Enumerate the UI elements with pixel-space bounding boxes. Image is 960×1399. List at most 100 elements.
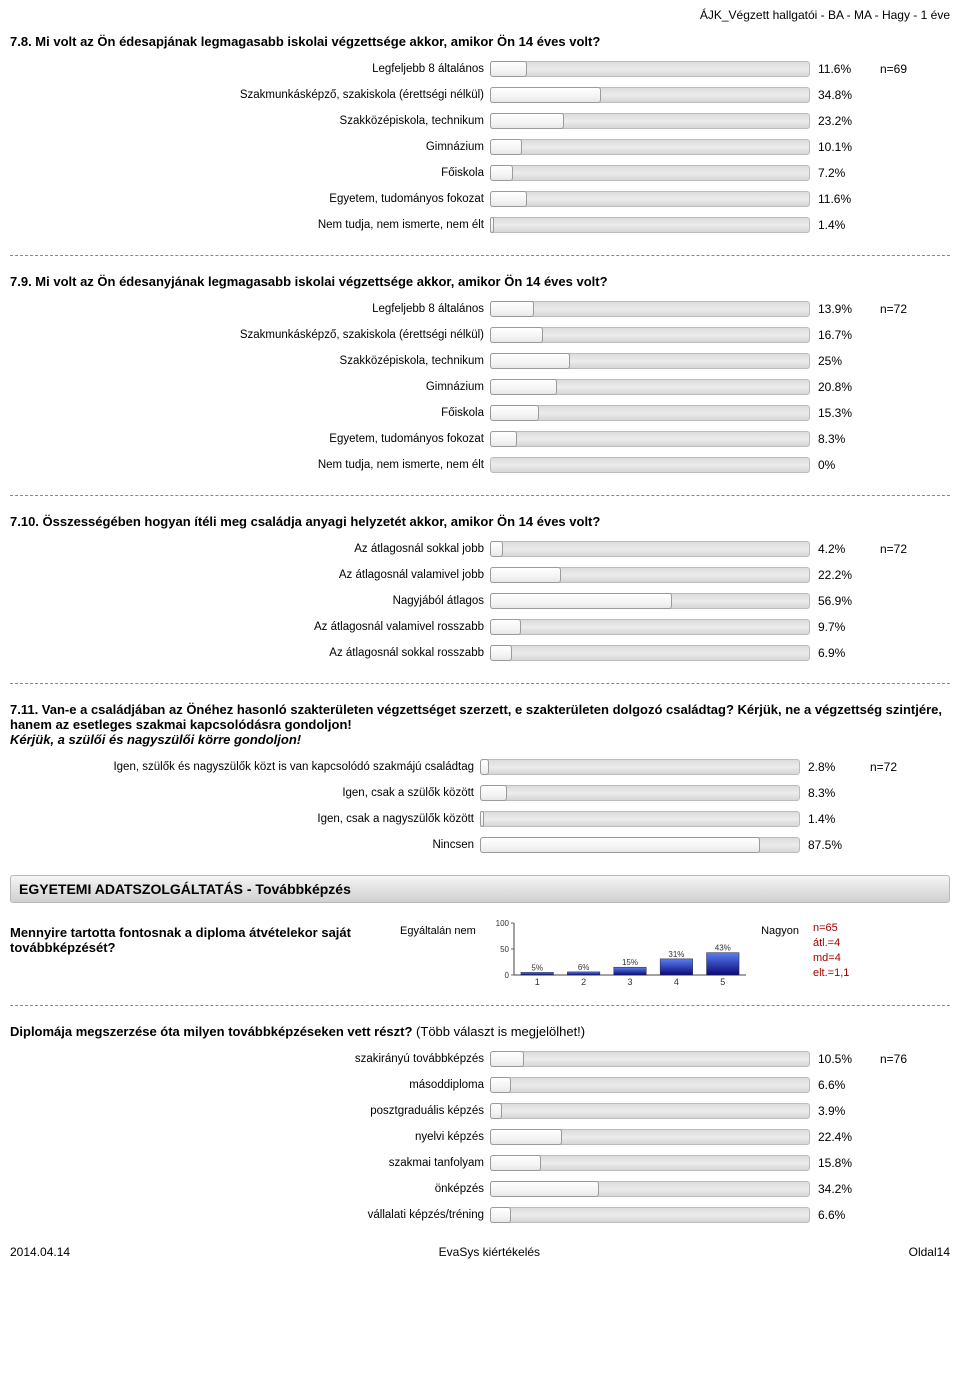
likert-right-label: Nagyon xyxy=(750,919,805,937)
svg-text:5: 5 xyxy=(720,977,725,987)
table-row: Szakközépiskola, technikum 25% xyxy=(10,349,950,373)
bar-track xyxy=(490,379,810,395)
row-label: Az átlagosnál valamivel rosszabb xyxy=(10,621,490,633)
separator xyxy=(10,1005,950,1006)
row-percent: 23.2% xyxy=(810,114,870,128)
row-percent: 56.9% xyxy=(810,594,870,608)
row-percent: 15.3% xyxy=(810,406,870,420)
bar-bg xyxy=(490,1077,810,1093)
row-label: posztgraduális képzés xyxy=(10,1105,490,1117)
bar-fill xyxy=(480,785,507,801)
svg-text:15%: 15% xyxy=(622,958,638,967)
svg-text:1: 1 xyxy=(535,977,540,987)
row-label: Nagyjából átlagos xyxy=(10,595,490,607)
bar-fill xyxy=(490,1207,511,1223)
row-label: Igen, csak a nagyszülők között xyxy=(10,813,480,825)
footer-left: 2014.04.14 xyxy=(10,1245,70,1259)
row-label: Gimnázium xyxy=(10,381,490,393)
row-label: Egyetem, tudományos fokozat xyxy=(10,193,490,205)
svg-text:0: 0 xyxy=(505,971,510,980)
table-row: Az átlagosnál sokkal jobb4.2%n=72 xyxy=(10,537,950,561)
row-percent: 9.7% xyxy=(810,620,870,634)
bar-track xyxy=(490,1155,810,1171)
table-row: Igen, csak a szülők között8.3% xyxy=(10,781,950,805)
table-row: szakmai tanfolyam15.8% xyxy=(10,1151,950,1175)
row-n: n=72 xyxy=(870,542,930,556)
bar-track xyxy=(490,87,810,103)
table-row: Szakmunkásképző, szakiskola (érettségi n… xyxy=(10,323,950,347)
row-label: Szakközépiskola, technikum xyxy=(10,115,490,127)
bar-track xyxy=(490,431,810,447)
bar-track xyxy=(490,217,810,233)
svg-text:31%: 31% xyxy=(668,950,684,959)
bar-fill xyxy=(490,1181,599,1197)
bar-track xyxy=(490,593,810,609)
likert-text: Mennyire tartotta fontosnak a diploma át… xyxy=(10,919,400,955)
bar-track xyxy=(490,301,810,317)
row-label: másoddiploma xyxy=(10,1079,490,1091)
bar-track xyxy=(490,113,810,129)
row-percent: 2.8% xyxy=(800,760,860,774)
bar-track xyxy=(480,837,800,853)
bar-fill xyxy=(480,759,489,775)
row-percent: 25% xyxy=(810,354,870,368)
table-row: önképzés34.2% xyxy=(10,1177,950,1201)
bar-fill xyxy=(480,811,484,827)
row-percent: 16.7% xyxy=(810,328,870,342)
table-row: posztgraduális képzés 3.9% xyxy=(10,1099,950,1123)
row-n: n=76 xyxy=(870,1052,930,1066)
row-percent: 6.6% xyxy=(810,1208,870,1222)
likert-mean: átl.=4 xyxy=(813,936,885,951)
q78-title: 7.8. Mi volt az Ön édesapjának legmagasa… xyxy=(10,34,950,49)
row-percent: 13.9% xyxy=(810,302,870,316)
row-percent: 8.3% xyxy=(800,786,860,800)
bar-track xyxy=(490,619,810,635)
bar-fill xyxy=(490,405,539,421)
row-label: nyelvi képzés xyxy=(10,1131,490,1143)
row-percent: 34.2% xyxy=(810,1182,870,1196)
likert-question: Mennyire tartotta fontosnak a diploma át… xyxy=(10,919,950,989)
bar-fill xyxy=(480,837,760,853)
row-n: n=72 xyxy=(870,302,930,316)
table-row: Nagyjából átlagos 56.9% xyxy=(10,589,950,613)
bar-fill xyxy=(490,1155,541,1171)
row-percent: 3.9% xyxy=(810,1104,870,1118)
likert-stats: n=65 átl.=4 md=4 elt.=1,1 xyxy=(805,919,885,980)
bar-bg xyxy=(490,1207,810,1223)
bar-fill xyxy=(490,619,521,635)
bar-bg xyxy=(490,619,810,635)
row-label: Szakmunkásképző, szakiskola (érettségi n… xyxy=(10,89,490,101)
qdipl-title: Diplomája megszerzése óta milyen továbbk… xyxy=(10,1024,950,1039)
separator xyxy=(10,683,950,684)
table-row: Nem tudja, nem ismerte, nem élt1.4% xyxy=(10,213,950,237)
row-label: Az átlagosnál sokkal rosszabb xyxy=(10,647,490,659)
q710-title: 7.10. Összességében hogyan ítéli meg csa… xyxy=(10,514,950,529)
row-label: Szakközépiskola, technikum xyxy=(10,355,490,367)
row-label: vállalati képzés/tréning xyxy=(10,1209,490,1221)
row-label: Főiskola xyxy=(10,167,490,179)
row-label: Nem tudja, nem ismerte, nem élt xyxy=(10,459,490,471)
bar-bg xyxy=(490,191,810,207)
bar-fill xyxy=(490,191,527,207)
row-label: Az átlagosnál valamivel jobb xyxy=(10,569,490,581)
row-label: Igen, szülők és nagyszülők közt is van k… xyxy=(10,761,480,773)
bar-fill xyxy=(490,165,513,181)
bar-bg xyxy=(480,785,800,801)
row-percent: 15.8% xyxy=(810,1156,870,1170)
question-7-8: 7.8. Mi volt az Ön édesapjának legmagasa… xyxy=(10,34,950,237)
question-7-11: 7.11. Van-e a családjában az Önéhez haso… xyxy=(10,702,950,857)
bar-fill xyxy=(490,1051,524,1067)
page-header: ÁJK_Végzett hallgatói - BA - MA - Hagy -… xyxy=(10,8,950,22)
bar-fill xyxy=(490,593,672,609)
bar-track xyxy=(490,1129,810,1145)
row-percent: 22.4% xyxy=(810,1130,870,1144)
table-row: Legfeljebb 8 általános11.6%n=69 xyxy=(10,57,950,81)
footer-right: Oldal14 xyxy=(909,1245,950,1259)
row-percent: 11.6% xyxy=(810,62,870,76)
bar-bg xyxy=(480,759,800,775)
page-footer: 2014.04.14 EvaSys kiértékelés Oldal14 xyxy=(10,1245,950,1259)
table-row: Egyetem, tudományos fokozat 11.6% xyxy=(10,187,950,211)
row-percent: 11.6% xyxy=(810,192,870,206)
bar-fill xyxy=(490,301,534,317)
svg-text:3: 3 xyxy=(627,977,632,987)
